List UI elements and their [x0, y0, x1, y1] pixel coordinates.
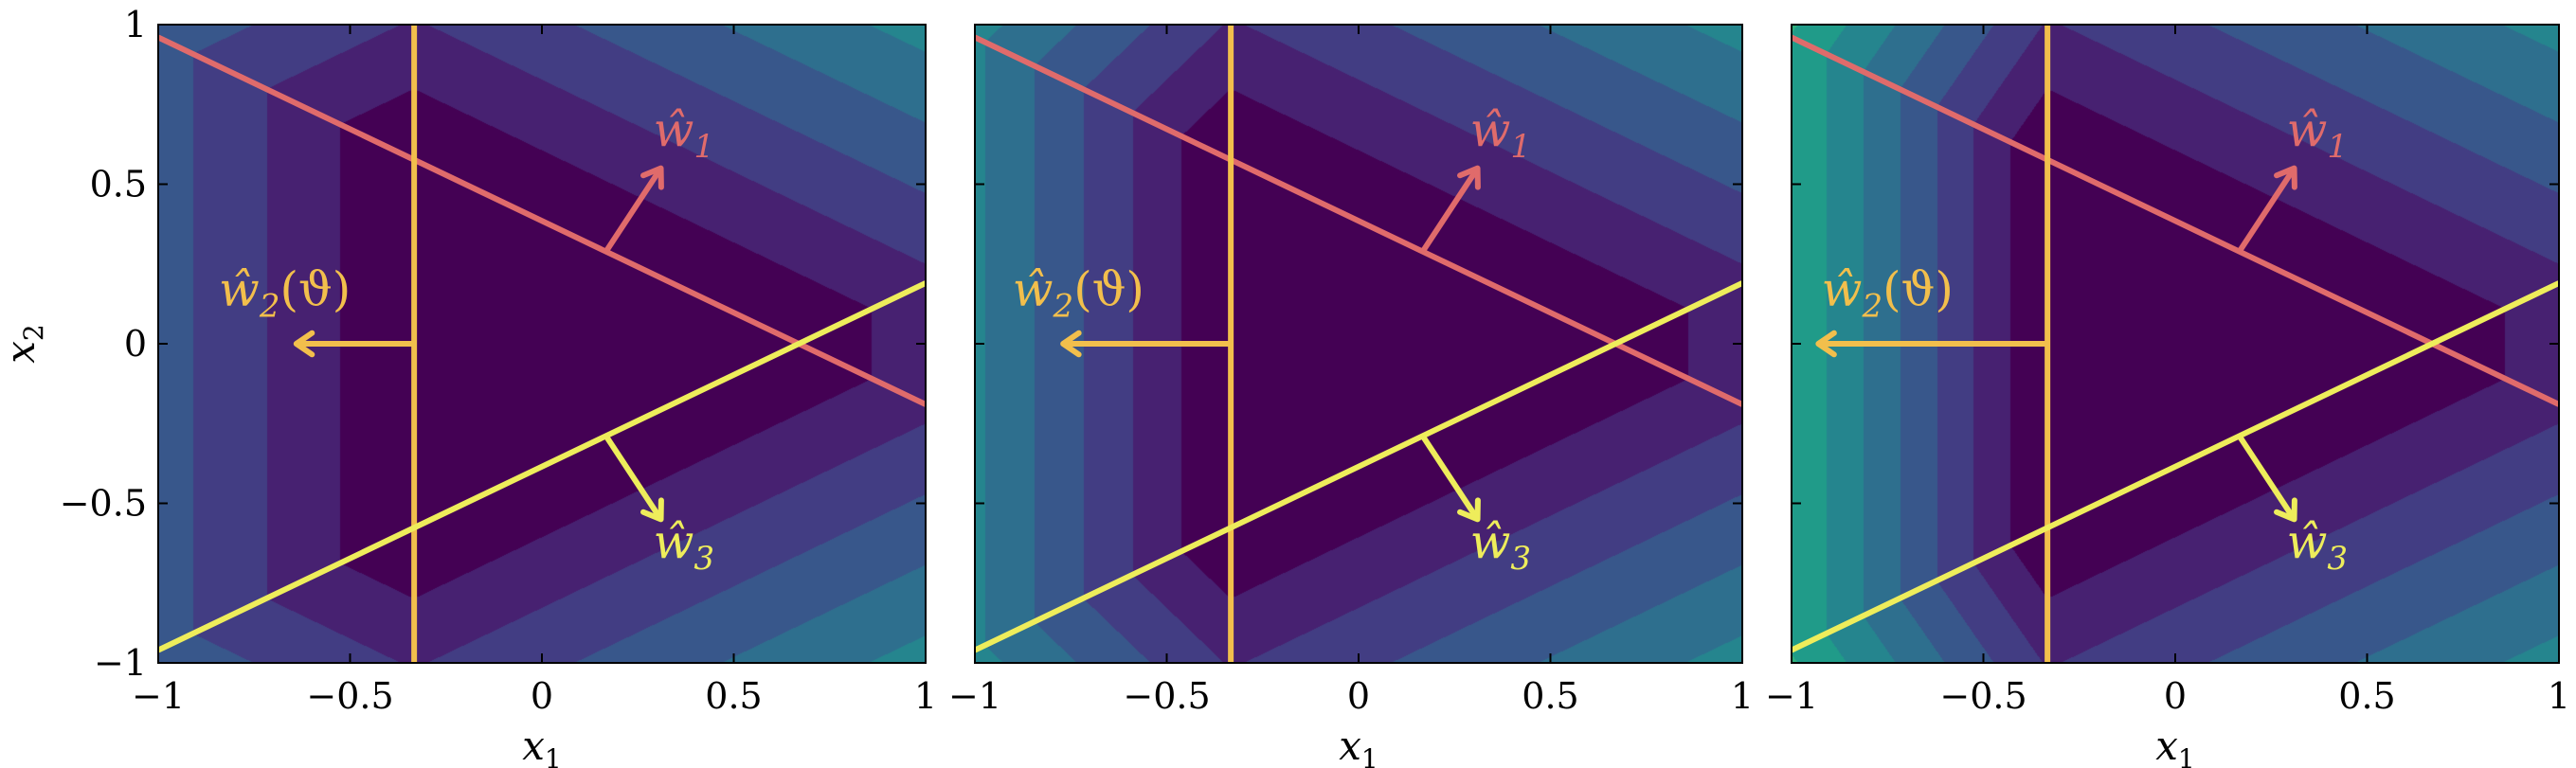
y-tick-label: 1 — [124, 4, 147, 45]
y-tick-label: 0 — [124, 323, 147, 365]
vector-label-w2: ŵ2(ϑ) — [219, 262, 351, 326]
line-w3 — [158, 280, 926, 653]
vector-w2 — [1060, 330, 1232, 358]
x-tick-label: 0.5 — [2338, 675, 2395, 717]
vector-w1 — [1420, 165, 1481, 254]
vector-label-w3: ŵ3 — [2287, 514, 2348, 578]
vector-label-w1: ŵ1 — [2287, 102, 2348, 166]
line-w3 — [1792, 280, 2559, 653]
x-tick-label: 1 — [1731, 675, 1754, 717]
vector-label-w2: ŵ2(ϑ) — [1822, 262, 1954, 326]
arrowhead — [2274, 497, 2297, 523]
vector-w3 — [1420, 434, 1481, 523]
vector-label-w2: ŵ2(ϑ) — [1013, 262, 1144, 326]
x-tick-label: 0 — [2164, 675, 2187, 717]
arrowhead — [1060, 330, 1082, 358]
x-tick-label: 0 — [531, 675, 553, 717]
arrowhead — [1457, 165, 1481, 190]
heatmap — [158, 25, 926, 663]
vector-w1 — [2237, 165, 2297, 254]
vector-w2 — [1815, 330, 2048, 358]
x-tick-label: −0.5 — [306, 675, 393, 717]
panel-3: ŵ1 ŵ2(ϑ) ŵ3 −1 −0.5 0 0.5 1 x1 — [1765, 24, 2570, 768]
x-axis-label: x1 — [1339, 723, 1378, 768]
x-tick-label: 0.5 — [705, 675, 762, 717]
vector-w1 — [603, 165, 664, 254]
vector-label-w1: ŵ1 — [1470, 102, 1531, 166]
x-axis-label: x1 — [2155, 723, 2195, 768]
arrowhead — [640, 497, 664, 523]
arrowhead — [1457, 497, 1481, 523]
y-tick-label: −1 — [94, 642, 147, 684]
line-w3 — [975, 280, 1742, 653]
y-axis-label: x2 — [0, 324, 49, 364]
x-tick-label: −0.5 — [1123, 675, 1210, 717]
vector-label-w3: ŵ3 — [1470, 514, 1531, 578]
vector-label-w3: ŵ3 — [654, 514, 714, 578]
x-tick-label: −0.5 — [1939, 675, 2027, 717]
arrowhead — [293, 330, 315, 358]
vector-w2 — [293, 330, 415, 358]
panel-2: ŵ1 ŵ2(ϑ) ŵ3 −1 −0.5 0 0.5 1 x1 — [948, 24, 1754, 768]
vector-w3 — [2237, 434, 2297, 523]
x-tick-label: 0.5 — [1522, 675, 1578, 717]
arrowhead — [640, 165, 664, 190]
x-axis-label: x1 — [522, 723, 562, 768]
vector-label-w1: ŵ1 — [654, 102, 714, 166]
x-tick-label: −1 — [948, 675, 1001, 717]
arrowhead — [2274, 165, 2297, 190]
x-tick-label: 1 — [2548, 675, 2570, 717]
panel-1: ŵ1 ŵ2(ϑ) ŵ3 −1 −0.5 0 0.5 1 1 0.5 0 −0.5 −1 x1 x2 — [0, 4, 937, 768]
vector-w3 — [603, 434, 664, 523]
y-tick-label: −0.5 — [60, 483, 147, 525]
x-tick-label: −1 — [132, 675, 185, 717]
x-tick-label: 0 — [1347, 675, 1370, 717]
x-tick-label: 1 — [914, 675, 937, 717]
y-tick-label: 0.5 — [90, 164, 147, 205]
arrowhead — [1815, 330, 1837, 358]
x-tick-label: −1 — [1765, 675, 1818, 717]
